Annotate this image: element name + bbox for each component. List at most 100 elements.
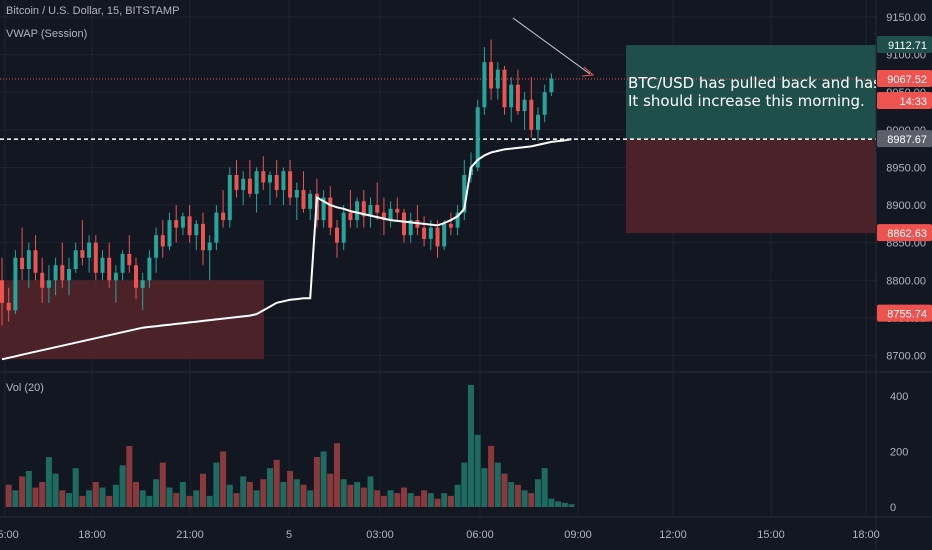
candle-body [281,171,286,191]
candle [187,205,192,243]
candle-body [40,272,45,288]
candle-body [448,223,453,228]
time-tick-label: 18:00 [852,529,880,541]
candle-body [328,197,333,228]
candle [140,272,145,311]
candle [361,190,366,228]
candle [107,242,112,288]
volume-bar [508,482,515,507]
volume-bar [179,482,186,507]
candle [395,197,400,221]
volume-bar [501,473,508,507]
candle [321,190,326,228]
candle-body [154,235,159,258]
candle-body [26,250,31,269]
candle [227,167,232,228]
candle-body [147,257,152,281]
candle-body [134,265,138,288]
candle [247,159,252,198]
candle [495,62,500,100]
volume-bar [146,495,153,507]
volume-bar [106,495,113,507]
candle-body [375,205,380,213]
candle [489,39,494,100]
candle-body [194,223,199,236]
time-tick-label: 03:00 [366,529,394,541]
candle-body [6,302,11,311]
volume-bar [454,484,461,507]
candle [542,84,547,123]
candle [288,159,293,206]
volume-indicator-label[interactable]: Vol (20) [6,382,44,394]
candle-body [408,220,413,236]
volume-bar [334,443,340,507]
candle [214,205,219,251]
candle-body [93,242,98,273]
candle-body [388,208,393,221]
time-tick-label: 5 [286,529,292,541]
volume-tick-label: 200 [890,447,908,459]
volume-bar [427,493,434,507]
volume-bar [555,501,562,507]
candle [341,205,346,251]
volume-bar [340,479,347,507]
candle-body [140,280,145,288]
volume-bar [220,451,227,507]
candle [167,212,172,251]
candle-body [335,227,339,243]
candle-body [321,197,326,221]
volume-bar [72,468,79,507]
volume-bar [447,495,454,507]
candle-body [127,253,132,266]
candle-body [341,212,346,243]
volume-bar [213,462,220,507]
volume-bar [347,484,354,507]
volume-bar [99,487,106,507]
target-price-badge-bg [877,36,932,54]
volume-bar [112,484,119,507]
candle [234,159,239,198]
target-price-badge: 9112.71 [888,40,927,52]
volume-bar [59,490,66,507]
volume-bar [86,490,93,507]
trend-arrow-line [512,17,591,75]
volume-bar [387,490,394,507]
candle-body [274,174,279,191]
candle [281,167,286,206]
volume-bar [313,457,320,507]
candle-body [67,268,71,281]
candle [147,250,152,288]
candle-body [381,212,386,221]
volume-bar [541,468,548,507]
candle-body [234,174,239,191]
price-tick-label: 8800.00 [886,275,926,287]
candle-body [120,253,125,273]
candle [328,186,333,236]
candle [482,47,487,115]
candle-body [489,62,494,89]
volume-bar [260,479,267,507]
time-tick-label: 09:00 [564,529,592,541]
candle [549,73,554,96]
candle [294,182,299,221]
vwap-indicator-label[interactable]: VWAP (Session) [6,28,88,40]
candle-body [107,257,112,281]
candle [301,171,306,213]
candle-body [368,205,373,217]
candle-body [174,220,179,228]
volume-bar [39,482,46,507]
candle [174,205,179,243]
candle [408,212,413,243]
stop-price-badge-bg [877,224,932,242]
note-line-1: BTC/USD has pulled back and has [628,74,876,92]
volume-bar [367,476,374,507]
time-tick-label: 15:00 [757,529,785,541]
candle [268,171,272,206]
symbol-title[interactable]: Bitcoin / U.S. Dollar, 15, BITSTAMP [6,5,180,17]
candle [335,220,339,258]
volume-bar [139,490,146,507]
price-tick-label: 8900.00 [886,200,926,212]
candle [348,190,353,228]
candle-body [294,190,299,198]
